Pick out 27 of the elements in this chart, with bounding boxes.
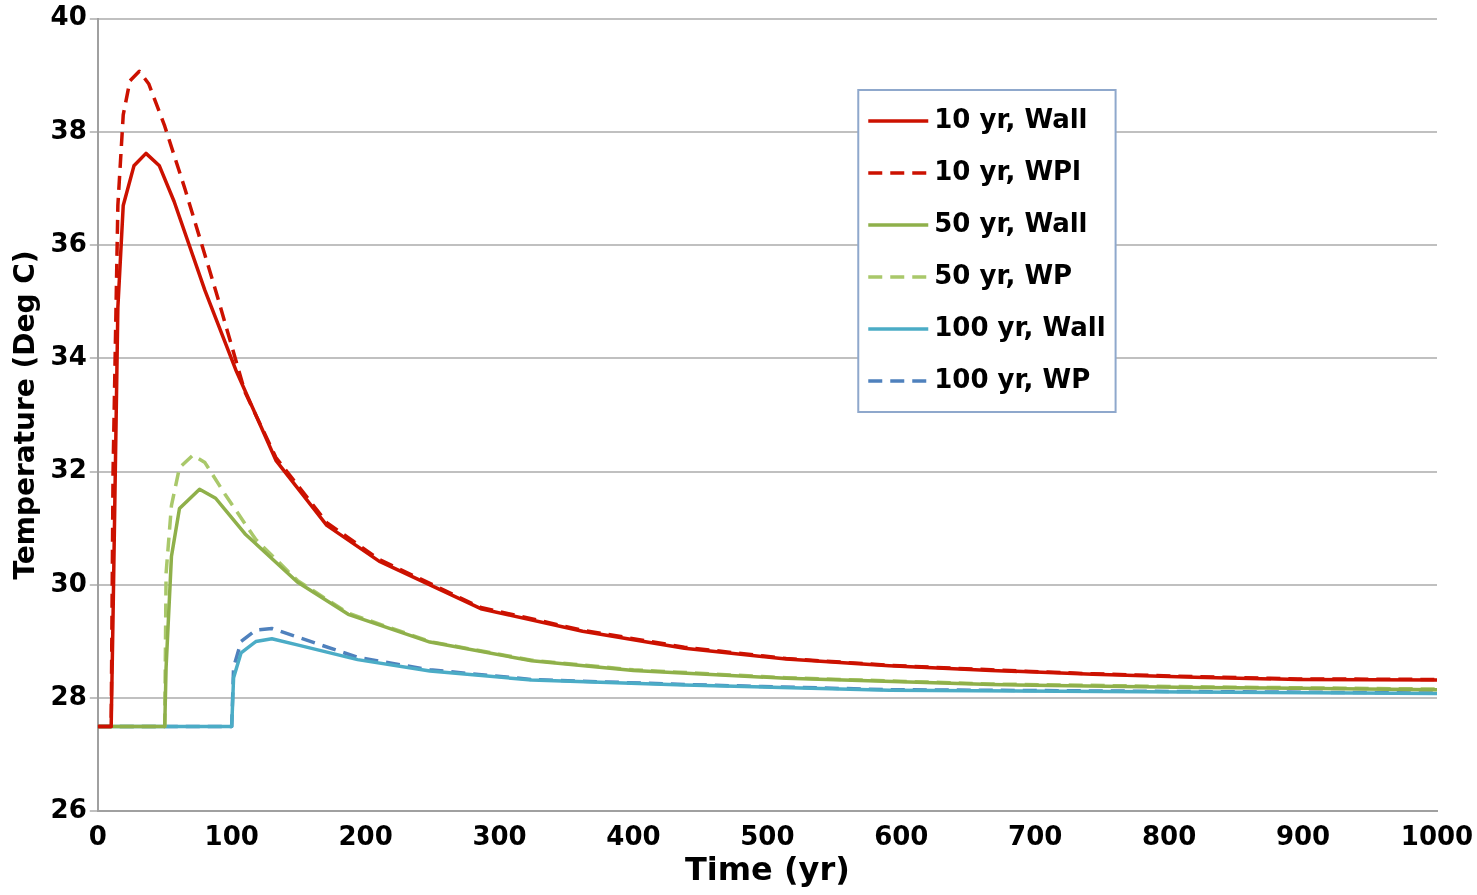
legend-label: 100 yr, WP: [934, 363, 1091, 394]
x-tick-label: 500: [740, 820, 795, 851]
y-tick-label: 28: [50, 680, 87, 711]
x-tick-label: 300: [472, 820, 527, 851]
x-tick-label: 100: [204, 820, 259, 851]
x-tick-label: 800: [1142, 820, 1197, 851]
legend-label: 50 yr, Wall: [934, 207, 1088, 238]
x-tick-label: 200: [338, 820, 393, 851]
x-tick-label: 400: [606, 820, 661, 851]
x-tick-label: 1000: [1400, 820, 1474, 851]
legend-label: 50 yr, WP: [934, 259, 1073, 290]
y-tick-label: 34: [50, 341, 87, 372]
y-tick-label: 38: [50, 114, 87, 145]
legend-label: 100 yr, Wall: [934, 311, 1106, 342]
x-tick-label: 900: [1275, 820, 1331, 851]
y-tick-label: 40: [50, 1, 87, 32]
legend-label: 10 yr, WPl: [934, 155, 1082, 186]
y-tick-label: 30: [50, 567, 87, 598]
x-tick-label: 700: [1008, 820, 1063, 851]
x-axis-title: Time (yr): [684, 850, 850, 889]
x-tick-label: 0: [88, 820, 107, 851]
y-tick-label: 32: [50, 454, 87, 485]
y-tick-label: 26: [50, 794, 87, 825]
x-tick-label: 600: [874, 820, 929, 851]
y-axis-title: Temperature (Deg C): [8, 250, 42, 580]
y-tick-label: 36: [50, 227, 87, 258]
legend-label: 10 yr, Wall: [934, 103, 1088, 134]
